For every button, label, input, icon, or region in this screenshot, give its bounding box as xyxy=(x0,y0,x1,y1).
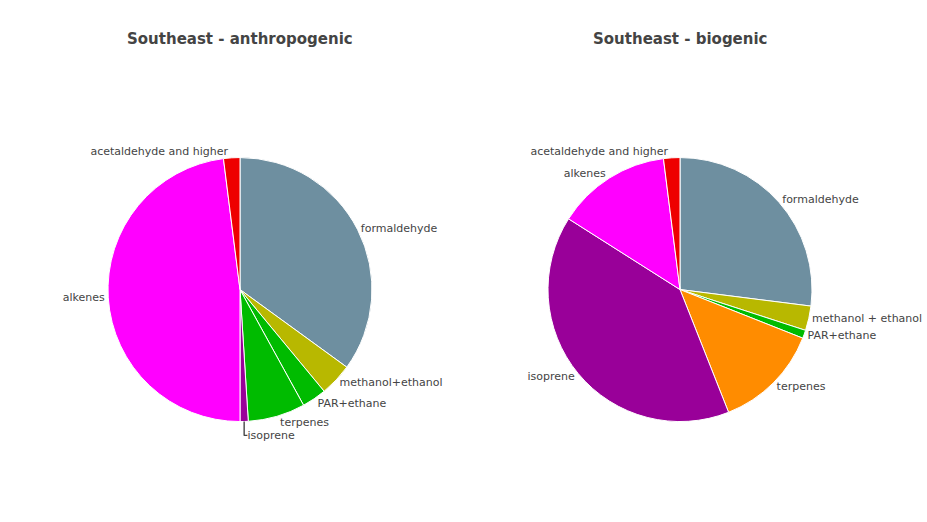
svg-text:alkenes: alkenes xyxy=(63,291,105,304)
svg-text:Southeast - biogenic: Southeast - biogenic xyxy=(593,30,768,48)
svg-text:PAR+ethane: PAR+ethane xyxy=(807,329,876,342)
svg-text:formaldehyde: formaldehyde xyxy=(782,193,859,206)
svg-text:terpenes: terpenes xyxy=(280,416,329,429)
svg-text:isoprene: isoprene xyxy=(247,429,295,442)
svg-text:Southeast - anthropogenic: Southeast - anthropogenic xyxy=(127,30,353,48)
svg-text:isoprene: isoprene xyxy=(528,370,576,383)
svg-text:methanol+ethanol: methanol+ethanol xyxy=(339,376,442,389)
svg-text:PAR+ethane: PAR+ethane xyxy=(317,397,386,410)
svg-text:acetaldehyde and higher: acetaldehyde and higher xyxy=(90,145,228,158)
svg-text:formaldehyde: formaldehyde xyxy=(361,222,438,235)
svg-text:alkenes: alkenes xyxy=(564,167,606,180)
svg-text:terpenes: terpenes xyxy=(777,380,826,393)
svg-text:acetaldehyde and higher: acetaldehyde and higher xyxy=(530,145,668,158)
svg-text:methanol + ethanol: methanol + ethanol xyxy=(812,312,922,325)
